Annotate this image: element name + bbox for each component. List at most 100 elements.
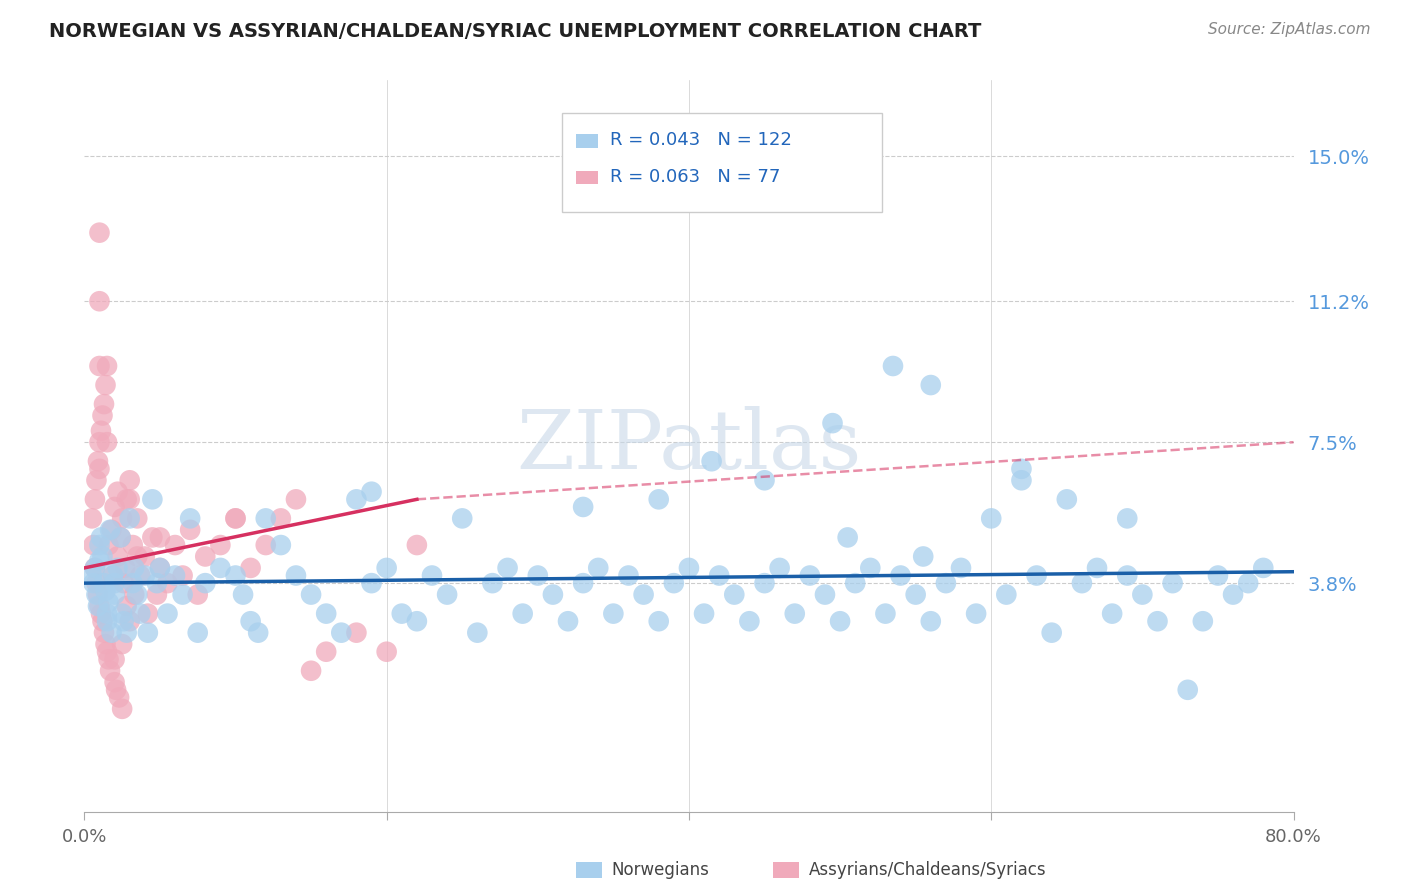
- Point: [187, 625, 209, 640]
- Point: [299, 588, 322, 602]
- Point: [89, 538, 111, 552]
- Point: [648, 614, 671, 628]
- Point: [1025, 568, 1047, 582]
- Point: [315, 607, 337, 621]
- Point: [1101, 607, 1123, 621]
- Point: [146, 588, 169, 602]
- Point: [436, 588, 458, 602]
- Point: [375, 561, 398, 575]
- Point: [406, 614, 429, 628]
- Point: [602, 607, 624, 621]
- Point: [89, 294, 111, 309]
- Point: [859, 561, 882, 575]
- Point: [299, 664, 322, 678]
- Point: [814, 588, 837, 602]
- Point: [693, 607, 716, 621]
- Point: [84, 561, 107, 575]
- Point: [179, 511, 201, 525]
- Point: [84, 492, 107, 507]
- Point: [127, 549, 149, 564]
- Point: [97, 595, 120, 609]
- Point: [270, 538, 292, 552]
- Point: [965, 607, 987, 621]
- Point: [100, 523, 122, 537]
- Point: [1161, 576, 1184, 591]
- Point: [709, 568, 731, 582]
- Point: [617, 568, 640, 582]
- Point: [134, 568, 156, 582]
- Point: [93, 625, 115, 640]
- Point: [1222, 588, 1244, 602]
- Point: [86, 588, 108, 602]
- Point: [179, 523, 201, 537]
- Point: [118, 473, 141, 487]
- Point: [89, 226, 111, 240]
- Point: [111, 702, 134, 716]
- Point: [754, 473, 776, 487]
- Point: [121, 538, 143, 552]
- Point: [512, 607, 534, 621]
- Point: [187, 588, 209, 602]
- Point: [451, 511, 474, 525]
- Point: [80, 568, 103, 582]
- Point: [254, 538, 277, 552]
- Point: [107, 484, 129, 499]
- Point: [115, 492, 138, 507]
- Point: [830, 614, 852, 628]
- Point: [107, 549, 129, 564]
- Point: [82, 576, 104, 591]
- FancyBboxPatch shape: [562, 113, 883, 212]
- Point: [572, 576, 595, 591]
- Point: [1056, 492, 1078, 507]
- Point: [920, 378, 942, 392]
- Point: [783, 607, 806, 621]
- Point: [127, 511, 149, 525]
- Point: [588, 561, 610, 575]
- Point: [104, 576, 127, 591]
- Point: [1206, 568, 1229, 582]
- Point: [406, 538, 429, 552]
- Point: [239, 614, 262, 628]
- Point: [662, 576, 685, 591]
- Point: [950, 561, 973, 575]
- Point: [172, 588, 194, 602]
- Point: [1146, 614, 1168, 628]
- Point: [149, 561, 172, 575]
- Point: [194, 549, 217, 564]
- Point: [375, 645, 398, 659]
- Point: [209, 538, 232, 552]
- Point: [94, 378, 117, 392]
- Point: [1040, 625, 1063, 640]
- Point: [1116, 511, 1139, 525]
- Point: [91, 409, 114, 423]
- Point: [799, 568, 821, 582]
- Point: [122, 561, 145, 575]
- Point: [156, 576, 179, 591]
- Point: [80, 511, 103, 525]
- Point: [1253, 561, 1275, 575]
- Point: [270, 511, 292, 525]
- Point: [115, 599, 138, 613]
- Point: [136, 625, 159, 640]
- Point: [920, 614, 942, 628]
- Point: [104, 588, 127, 602]
- Point: [875, 607, 897, 621]
- Point: [346, 625, 368, 640]
- Point: [285, 492, 308, 507]
- Point: [633, 588, 655, 602]
- Point: [254, 511, 277, 525]
- Point: [141, 530, 163, 544]
- Bar: [576, 171, 599, 184]
- Point: [904, 588, 927, 602]
- Point: [115, 625, 138, 640]
- Point: [239, 561, 262, 575]
- Point: [105, 682, 128, 697]
- Point: [89, 553, 111, 567]
- Bar: [576, 135, 599, 147]
- Text: ZIPatlas: ZIPatlas: [516, 406, 862, 486]
- Point: [118, 511, 141, 525]
- Point: [912, 549, 935, 564]
- Point: [118, 614, 141, 628]
- Point: [209, 561, 232, 575]
- Point: [129, 568, 152, 582]
